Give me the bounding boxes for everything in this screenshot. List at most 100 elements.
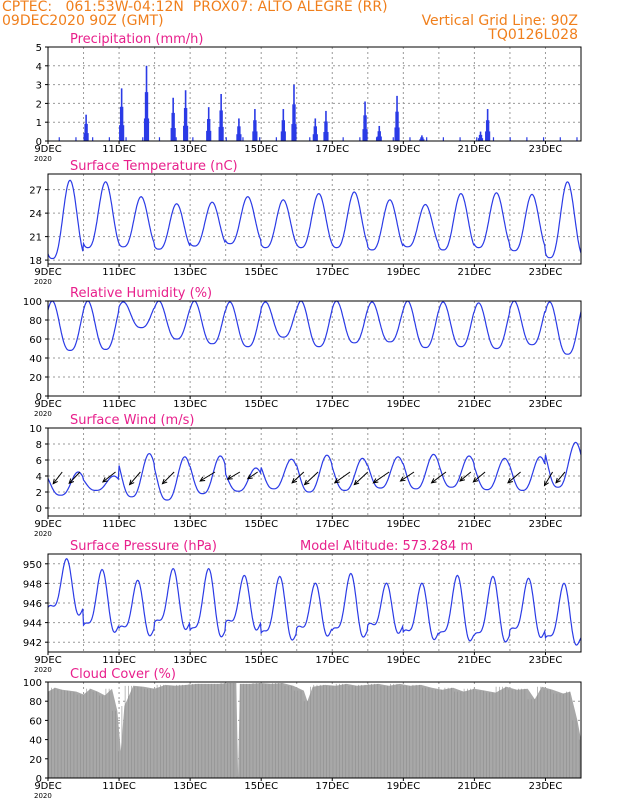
precip-bar bbox=[314, 118, 317, 141]
precip-bar bbox=[186, 125, 189, 141]
panel-title: Cloud Cover (%) bbox=[70, 667, 176, 682]
precip-bar bbox=[108, 137, 110, 141]
x-tick-label: 23DEC bbox=[529, 267, 563, 278]
x-tick-label: 19DEC bbox=[386, 267, 420, 278]
wind-arrow bbox=[373, 471, 390, 484]
precip-bar bbox=[192, 137, 194, 141]
wind-arrow bbox=[247, 471, 258, 480]
panel-3-grid bbox=[48, 428, 581, 516]
x-tick-label: 21DEC bbox=[458, 519, 492, 530]
x-tick-label: 15DEC bbox=[244, 781, 278, 792]
precip-bar bbox=[442, 137, 444, 141]
y-tick-label: 0 bbox=[36, 774, 42, 785]
x-tick-label: 15DEC bbox=[244, 267, 278, 278]
panel-2: Relative Humidity (%) 0 20 40 60 80 100 9DEC 11D… bbox=[23, 286, 582, 418]
panel-title: Surface Wind (m/s) bbox=[70, 413, 194, 428]
precip-bar bbox=[221, 110, 223, 141]
panel-title: Precipitation (mm/h) bbox=[70, 32, 203, 47]
wind-arrow-head bbox=[543, 480, 549, 487]
precip-bar bbox=[324, 121, 326, 141]
precip-bar bbox=[309, 137, 311, 141]
precip-bar bbox=[143, 118, 146, 141]
x-year-label: 2020 bbox=[34, 410, 52, 418]
x-tick-label: 21DEC bbox=[458, 267, 492, 278]
precip-bar bbox=[252, 131, 254, 141]
wind-arrow-head bbox=[128, 479, 135, 486]
x-tick-label: 15DEC bbox=[244, 144, 278, 155]
wind-arrow bbox=[52, 471, 63, 485]
x-tick-label: 23DEC bbox=[529, 781, 563, 792]
wind-arrow-head bbox=[199, 476, 206, 482]
precip-bar bbox=[185, 108, 188, 141]
y-tick-label: 8 bbox=[36, 440, 42, 451]
precip-bar bbox=[480, 134, 483, 141]
precip-bar bbox=[259, 137, 261, 141]
x-year-label: 2020 bbox=[34, 666, 52, 674]
precip-bar bbox=[325, 137, 328, 141]
precip-bar bbox=[526, 137, 528, 141]
wind-arrow bbox=[400, 471, 415, 482]
precip-bar bbox=[294, 124, 297, 141]
precip-bar bbox=[125, 137, 127, 141]
precip-bar bbox=[326, 131, 329, 141]
precip-bar bbox=[426, 137, 428, 141]
wind-arrow-head bbox=[226, 474, 233, 480]
x-tick-label: 23DEC bbox=[529, 399, 563, 410]
precip-bar bbox=[207, 107, 210, 141]
x-tick-label: 9DEC bbox=[34, 781, 61, 792]
x-tick-label: 23DEC bbox=[529, 655, 563, 666]
precip-bar bbox=[87, 133, 89, 141]
panel-title: Relative Humidity (%) bbox=[70, 286, 212, 301]
precip-bar bbox=[236, 134, 238, 141]
y-tick-label: 2 bbox=[36, 488, 42, 499]
x-tick-label: 11DEC bbox=[102, 267, 136, 278]
precip-bar bbox=[378, 125, 381, 141]
y-tick-label: 60 bbox=[29, 716, 42, 727]
wind-arrow bbox=[334, 471, 351, 484]
x-tick-label: 19DEC bbox=[386, 144, 420, 155]
panel-title: Surface Temperature (nC) bbox=[70, 159, 238, 174]
x-year-label: 2020 bbox=[34, 278, 52, 286]
precip-bar bbox=[253, 120, 255, 141]
precip-bar bbox=[396, 95, 398, 141]
precip-bar bbox=[359, 137, 361, 141]
precip-bar bbox=[342, 137, 344, 141]
x-tick-label: 21DEC bbox=[458, 144, 492, 155]
precip-bar bbox=[119, 106, 122, 141]
x-year-label: 2020 bbox=[34, 792, 52, 800]
precip-bar bbox=[422, 139, 425, 141]
precip-bar bbox=[375, 137, 378, 141]
y-tick-label: 20 bbox=[29, 373, 42, 384]
precip-bar bbox=[377, 131, 380, 141]
series-line bbox=[47, 557, 582, 646]
precip-bar bbox=[394, 127, 397, 141]
y-tick-label: 21 bbox=[29, 233, 42, 244]
y-tick-label: 1 bbox=[36, 118, 42, 129]
wind-arrow bbox=[304, 471, 319, 485]
wind-arrow bbox=[199, 471, 216, 482]
precip-bar bbox=[142, 137, 144, 141]
precip-bar bbox=[92, 137, 94, 141]
y-tick-label: 18 bbox=[29, 256, 42, 267]
precip-bar bbox=[242, 137, 244, 141]
wind-arrow-head bbox=[555, 477, 561, 484]
precip-bar bbox=[365, 115, 367, 141]
wind-arrow bbox=[227, 471, 241, 480]
y-tick-label: 10 bbox=[29, 424, 42, 435]
wind-arrow-head bbox=[68, 478, 75, 485]
panel-title: Surface Pressure (hPa) bbox=[70, 539, 217, 554]
precip-bar bbox=[294, 104, 296, 141]
wind-arrow bbox=[431, 471, 447, 484]
precip-bar bbox=[316, 134, 318, 141]
wind-arrow-head bbox=[52, 478, 58, 485]
precip-bar bbox=[313, 126, 316, 141]
precip-bar bbox=[120, 88, 123, 141]
x-tick-label: 15DEC bbox=[244, 399, 278, 410]
wind-arrow-head bbox=[303, 479, 310, 486]
precip-bars bbox=[83, 65, 491, 141]
wind-arrow-head bbox=[161, 478, 168, 485]
x-tick-label: 19DEC bbox=[386, 519, 420, 530]
wind-arrows bbox=[52, 471, 566, 487]
precip-bar bbox=[326, 121, 328, 141]
precip-bar bbox=[237, 126, 239, 141]
